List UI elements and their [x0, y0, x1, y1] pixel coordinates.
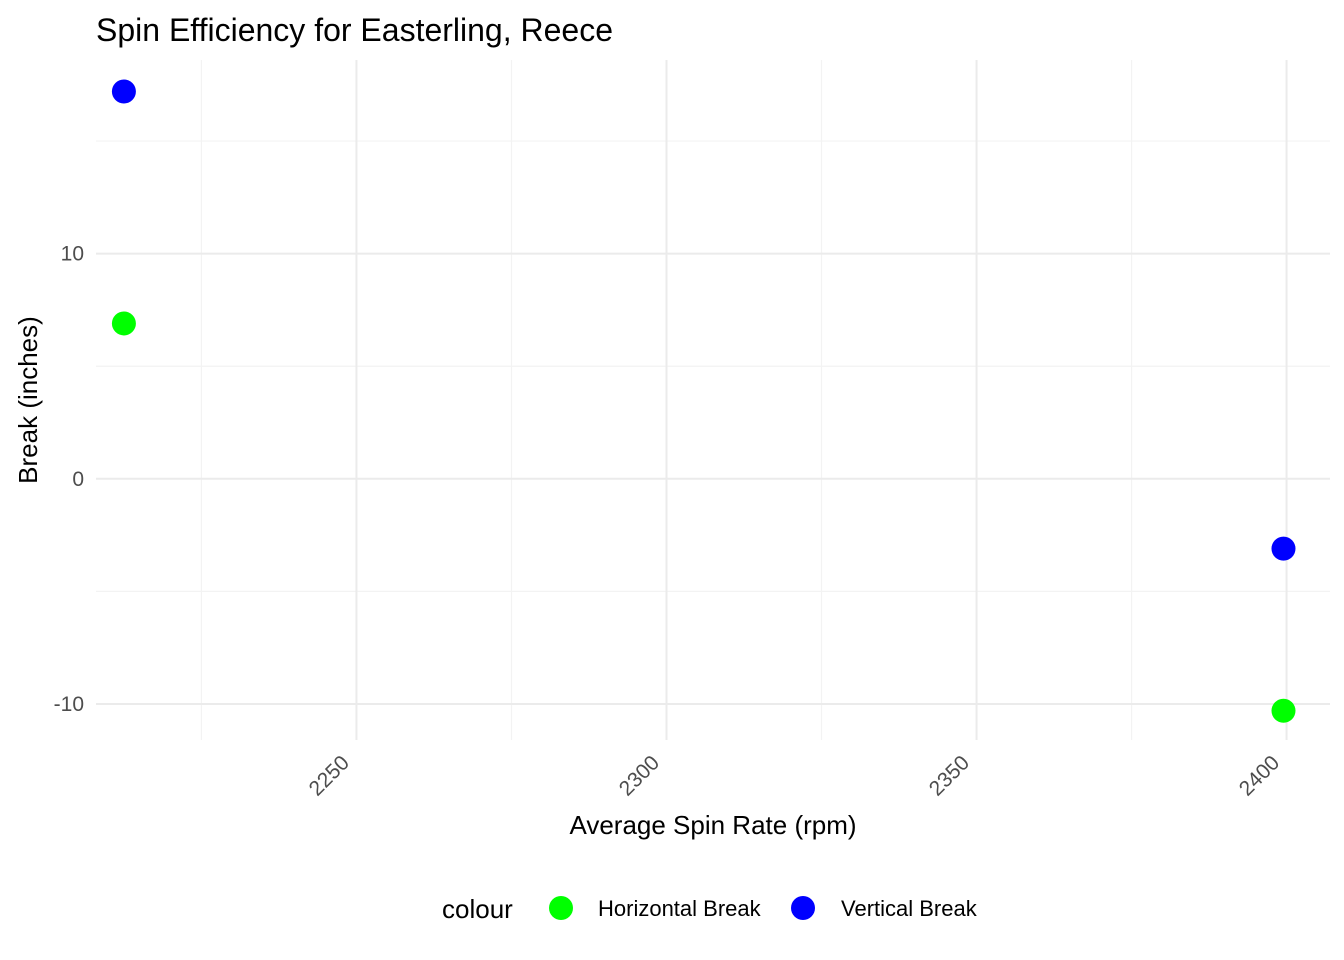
x-tick-label: 2400: [1235, 751, 1284, 800]
legend-swatch: [549, 896, 573, 920]
x-tick-label: 2250: [305, 751, 354, 800]
y-tick-label: -10: [54, 693, 84, 716]
chart-title: Spin Efficiency for Easterling, Reece: [96, 12, 613, 48]
x-axis-title: Average Spin Rate (rpm): [569, 810, 856, 840]
legend-title: colour: [442, 894, 513, 924]
data-points: [111, 79, 1296, 723]
x-axis-ticks: 2250 2300 2350 2400: [305, 751, 1284, 800]
data-point: [111, 311, 136, 336]
y-axis-ticks: -10 0 10: [54, 243, 84, 716]
legend-label: Vertical Break: [841, 896, 978, 921]
x-tick-label: 2350: [925, 751, 974, 800]
data-point: [1271, 698, 1296, 723]
legend-label: Horizontal Break: [598, 896, 762, 921]
plot-grid: [96, 60, 1330, 740]
x-tick-label: 2300: [615, 751, 664, 800]
y-tick-label: 0: [72, 468, 84, 491]
data-point: [111, 79, 136, 104]
y-axis-title: Break (inches): [13, 316, 43, 484]
legend: colour Horizontal Break Vertical Break: [442, 894, 978, 924]
data-point: [1271, 536, 1296, 561]
y-tick-label: 10: [61, 243, 84, 266]
legend-swatch: [791, 896, 815, 920]
